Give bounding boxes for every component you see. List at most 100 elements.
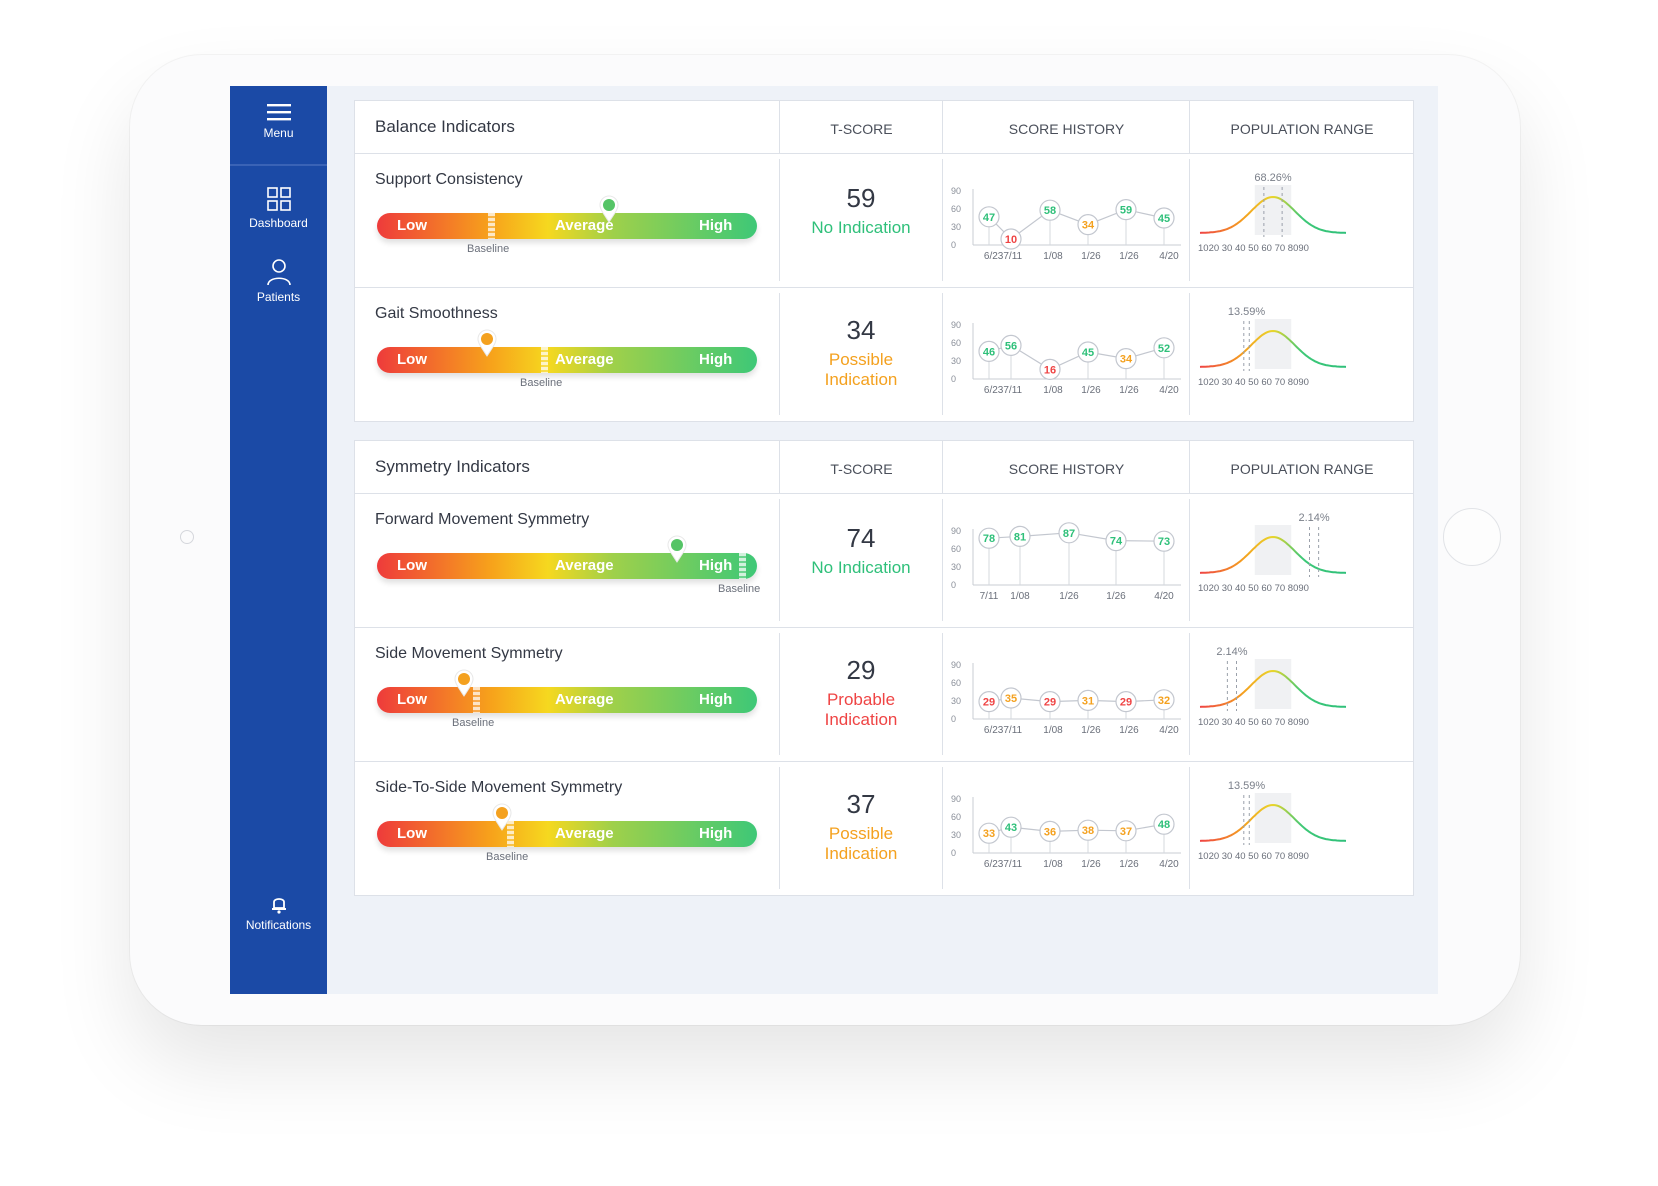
history-point bbox=[978, 527, 1000, 549]
score-history-chart: 90 60 30 0 78 81 87 74 73 7/11 1/08 1/26 1/26 4/20 bbox=[951, 522, 1181, 602]
sidebar-item-dashboard[interactable]: Dashboard bbox=[230, 186, 327, 230]
camera-icon bbox=[180, 530, 194, 544]
population-percent-label: 2.14% bbox=[1298, 512, 1329, 524]
indicator-row[interactable]: Support Consistency Low Average High Baselin… bbox=[355, 153, 1413, 287]
sidebar-divider bbox=[230, 164, 327, 166]
tscore-status: No Indication bbox=[811, 558, 911, 577]
history-point-label: 78 bbox=[983, 533, 995, 545]
user-icon bbox=[266, 259, 291, 286]
tscore-status: Possible Indication bbox=[824, 350, 898, 389]
x-tick-label: 1/08 bbox=[1043, 385, 1063, 396]
sidebar-item-label: Patients bbox=[256, 290, 301, 304]
history-point bbox=[1153, 689, 1175, 711]
population-curve bbox=[1199, 669, 1347, 708]
x-tick-label: 1/26 bbox=[1119, 725, 1139, 736]
row-divider bbox=[355, 287, 1413, 288]
sidebar-item-patients[interactable]: Patients bbox=[230, 258, 327, 304]
population-range-chart: 68.26% 1020 30 40 50 60 70 8090 bbox=[1198, 172, 1347, 254]
history-point-label: 45 bbox=[1082, 347, 1094, 359]
indicator-row[interactable]: Gait Smoothness Low Average High Baseline 34 P… bbox=[355, 287, 1413, 421]
history-point-label: 52 bbox=[1158, 343, 1170, 355]
history-point bbox=[1009, 525, 1031, 548]
x-tick-label: 6/237/11 bbox=[984, 725, 1023, 736]
x-tick-label: 1/08 bbox=[1043, 725, 1063, 736]
app-screen: Menu Dashboard Patients bbox=[230, 86, 1438, 994]
history-point-label: 59 bbox=[1120, 205, 1132, 217]
home-button[interactable] bbox=[1443, 508, 1501, 566]
tscore-status: Possible Indication bbox=[824, 824, 898, 863]
population-band bbox=[1254, 319, 1292, 369]
main-content: Balance Indicators T-SCORE SCORE HISTORY PO… bbox=[327, 86, 1438, 994]
population-band bbox=[1254, 793, 1292, 843]
population-axis-label: 1020 30 40 50 60 70 8090 bbox=[1198, 243, 1309, 254]
gauge-high-label: High bbox=[699, 217, 733, 234]
baseline-marker bbox=[739, 553, 746, 579]
x-tick-label: 4/20 bbox=[1159, 859, 1179, 870]
history-point bbox=[978, 822, 1000, 844]
population-curve bbox=[1199, 803, 1347, 842]
column-divider bbox=[1189, 633, 1190, 755]
indicator-panel: Balance Indicators T-SCORE SCORE HISTORY PO… bbox=[354, 100, 1414, 422]
tscore-status: No Indication bbox=[811, 218, 911, 237]
panel-header: Balance Indicators T-SCORE SCORE HISTORY PO… bbox=[355, 101, 1413, 154]
x-tick-label: 6/237/11 bbox=[984, 859, 1023, 870]
history-point-label: 34 bbox=[1120, 354, 1133, 366]
bell-icon bbox=[271, 898, 286, 914]
tscore-cell: 74 No Indication bbox=[780, 523, 942, 578]
history-point bbox=[1153, 207, 1175, 229]
history-point-label: 29 bbox=[1044, 697, 1056, 709]
indicator-row[interactable]: Forward Movement Symmetry Low Average High B… bbox=[355, 493, 1413, 627]
population-axis-label: 1020 30 40 50 60 70 8090 bbox=[1198, 583, 1309, 594]
history-point-label: 47 bbox=[983, 212, 995, 224]
indicator-row[interactable]: Side Movement Symmetry Low Average High Base… bbox=[355, 627, 1413, 761]
population-range-chart: 13.59% 1020 30 40 50 60 70 8090 bbox=[1198, 306, 1347, 388]
y-tick-label: 30 bbox=[951, 222, 961, 232]
y-tick-label: 0 bbox=[951, 374, 956, 384]
gauge-average-label: Average bbox=[555, 217, 614, 234]
history-point bbox=[1058, 522, 1080, 544]
gauge-high-label: High bbox=[699, 557, 733, 574]
column-header-history: SCORE HISTORY bbox=[942, 101, 1190, 153]
indicator-row[interactable]: Side-To-Side Movement Symmetry Low Average… bbox=[355, 761, 1413, 895]
column-divider bbox=[942, 293, 943, 415]
column-header-history: SCORE HISTORY bbox=[942, 441, 1190, 493]
score-gauge: Low Average High bbox=[377, 347, 757, 373]
population-percent-label: 13.59% bbox=[1228, 306, 1266, 318]
menu-button[interactable]: Menu bbox=[230, 102, 327, 140]
history-point-label: 73 bbox=[1158, 536, 1170, 548]
y-tick-label: 60 bbox=[951, 544, 961, 554]
sidebar: Menu Dashboard Patients bbox=[230, 86, 327, 994]
population-band bbox=[1254, 185, 1292, 235]
column-divider bbox=[1189, 499, 1190, 621]
column-divider bbox=[779, 293, 780, 415]
tscore-value: 74 bbox=[846, 523, 876, 553]
baseline-marker bbox=[488, 213, 495, 239]
x-tick-label: 1/08 bbox=[1010, 591, 1030, 602]
score-gauge: Low Average High bbox=[377, 821, 757, 847]
sidebar-item-notifications[interactable]: Notifications bbox=[230, 894, 327, 932]
history-point bbox=[1000, 816, 1022, 838]
gauge-high-label: High bbox=[699, 351, 733, 368]
x-tick-label: 4/20 bbox=[1159, 385, 1179, 396]
history-point-label: 33 bbox=[983, 828, 995, 840]
population-curve bbox=[1199, 329, 1347, 368]
history-point-label: 29 bbox=[983, 697, 995, 709]
history-point bbox=[1105, 529, 1127, 552]
panel-title: Symmetry Indicators bbox=[375, 457, 530, 476]
history-point bbox=[978, 690, 1000, 713]
y-tick-label: 0 bbox=[951, 580, 956, 590]
score-history-chart: 90 60 30 0 33 43 36 38 37 48 6/237/11 1/08 1/26 1/26 4… bbox=[951, 794, 1181, 870]
y-tick-label: 90 bbox=[951, 186, 961, 196]
population-axis-label: 1020 30 40 50 60 70 8090 bbox=[1198, 717, 1309, 728]
population-curve bbox=[1199, 195, 1347, 234]
tscore-cell: 37 Possible Indication bbox=[780, 789, 942, 864]
population-range-chart: 2.14% 1020 30 40 50 60 70 8090 bbox=[1198, 646, 1347, 728]
history-point-label: 16 bbox=[1044, 364, 1056, 376]
score-pin-icon bbox=[667, 535, 687, 563]
x-tick-label: 6/237/11 bbox=[984, 385, 1023, 396]
indicator-name: Forward Movement Symmetry bbox=[375, 511, 590, 528]
history-point bbox=[1115, 820, 1137, 842]
column-divider bbox=[1189, 293, 1190, 415]
gauge-average-label: Average bbox=[555, 825, 614, 842]
column-divider bbox=[942, 767, 943, 889]
